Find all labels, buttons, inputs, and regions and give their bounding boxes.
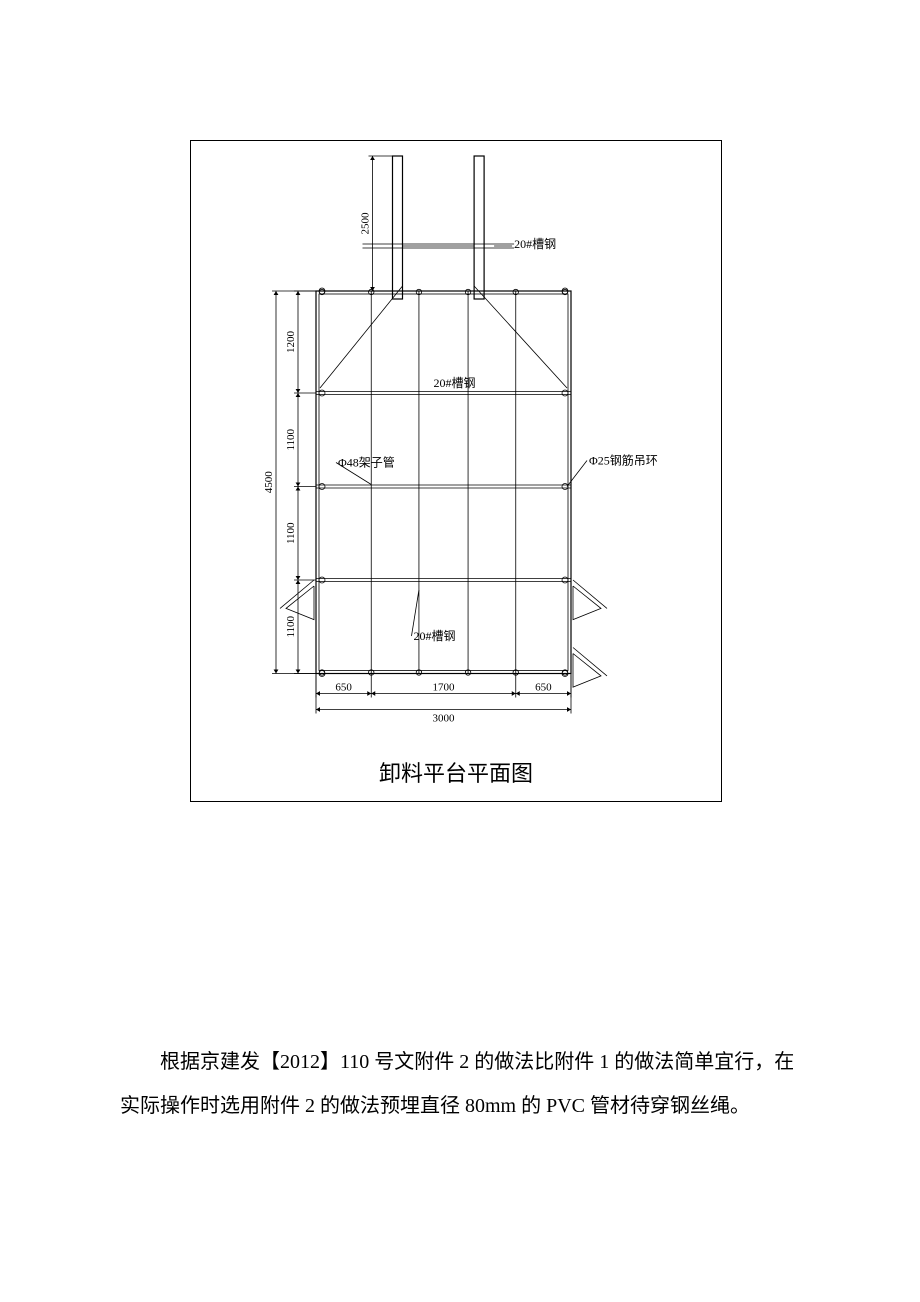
svg-text:4500: 4500 bbox=[263, 471, 275, 494]
paragraph-text: 根据京建发【2012】110 号文附件 2 的做法比附件 1 的做法简单宜行，在… bbox=[120, 1040, 800, 1128]
svg-text:650: 650 bbox=[335, 682, 352, 694]
svg-text:20#槽钢: 20#槽钢 bbox=[414, 629, 456, 643]
svg-text:1700: 1700 bbox=[433, 682, 456, 694]
svg-text:1100: 1100 bbox=[285, 428, 297, 450]
svg-text:1100: 1100 bbox=[285, 522, 297, 544]
svg-text:Φ25钢筋吊环: Φ25钢筋吊环 bbox=[589, 453, 658, 468]
body-paragraph: 根据京建发【2012】110 号文附件 2 的做法比附件 1 的做法简单宜行，在… bbox=[120, 1040, 800, 1128]
page: 20#槽钢 20#槽钢 20#槽钢 Φ48架子管 Φ25钢筋吊环 1200 1100 1100… bbox=[0, 0, 920, 1302]
svg-text:650: 650 bbox=[535, 682, 552, 694]
svg-text:2500: 2500 bbox=[360, 212, 372, 235]
svg-text:卸料平台平面图: 卸料平台平面图 bbox=[379, 761, 533, 786]
diagram-svg: 20#槽钢 20#槽钢 20#槽钢 Φ48架子管 Φ25钢筋吊环 1200 1100 1100… bbox=[191, 141, 721, 801]
svg-text:1100: 1100 bbox=[285, 615, 297, 637]
svg-text:20#槽钢: 20#槽钢 bbox=[514, 237, 556, 251]
svg-text:20#槽钢: 20#槽钢 bbox=[434, 376, 476, 390]
diagram-frame: 20#槽钢 20#槽钢 20#槽钢 Φ48架子管 Φ25钢筋吊环 1200 1100 1100… bbox=[190, 140, 722, 802]
svg-text:3000: 3000 bbox=[433, 713, 456, 725]
svg-text:Φ48架子管: Φ48架子管 bbox=[338, 455, 395, 470]
svg-text:1200: 1200 bbox=[285, 331, 297, 354]
